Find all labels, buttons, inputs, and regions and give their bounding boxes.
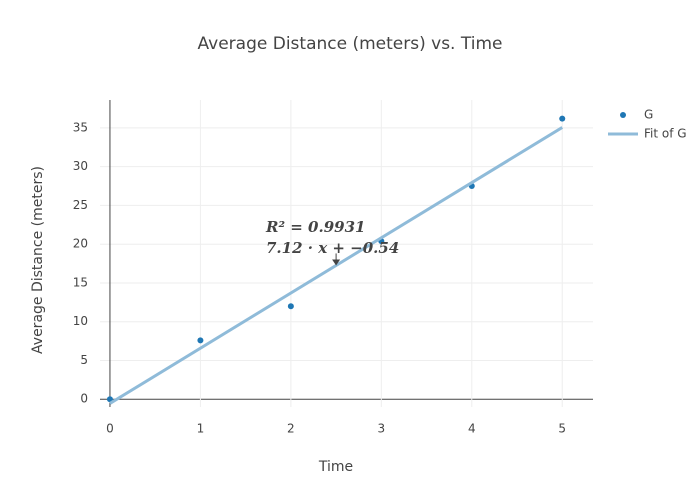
annotation-text: R² = 0.9931 — [265, 218, 365, 236]
data-point — [106, 396, 113, 403]
data-point — [559, 115, 566, 122]
y-tick-label: 30 — [73, 159, 88, 173]
y-tick-label: 10 — [73, 314, 88, 328]
x-tick-label: 1 — [197, 422, 205, 436]
legend-label: G — [644, 108, 653, 122]
data-point — [287, 303, 294, 310]
chart-title: Average Distance (meters) vs. Time — [198, 34, 503, 54]
y-tick-label: 0 — [80, 392, 88, 406]
annotation-text: 7.12 · x + −0.54 — [266, 239, 399, 257]
data-point — [197, 337, 204, 344]
y-axis-title: Average Distance (meters) — [30, 166, 46, 354]
x-tick-label: 5 — [558, 422, 566, 436]
x-tick-label: 3 — [378, 422, 386, 436]
legend-label: Fit of G — [644, 127, 687, 141]
y-tick-label: 5 — [80, 353, 88, 367]
x-tick-label: 0 — [106, 422, 114, 436]
annotation-arrowhead — [332, 259, 341, 266]
x-axis-title: Time — [318, 459, 353, 475]
x-tick-label: 4 — [468, 422, 476, 436]
fit-line — [109, 126, 564, 405]
y-tick-label: 15 — [73, 275, 88, 289]
legend-swatch — [620, 112, 626, 118]
y-tick-label: 25 — [73, 198, 88, 212]
y-tick-label: 35 — [73, 120, 88, 134]
y-tick-label: 20 — [73, 237, 88, 251]
x-tick-label: 2 — [287, 422, 295, 436]
